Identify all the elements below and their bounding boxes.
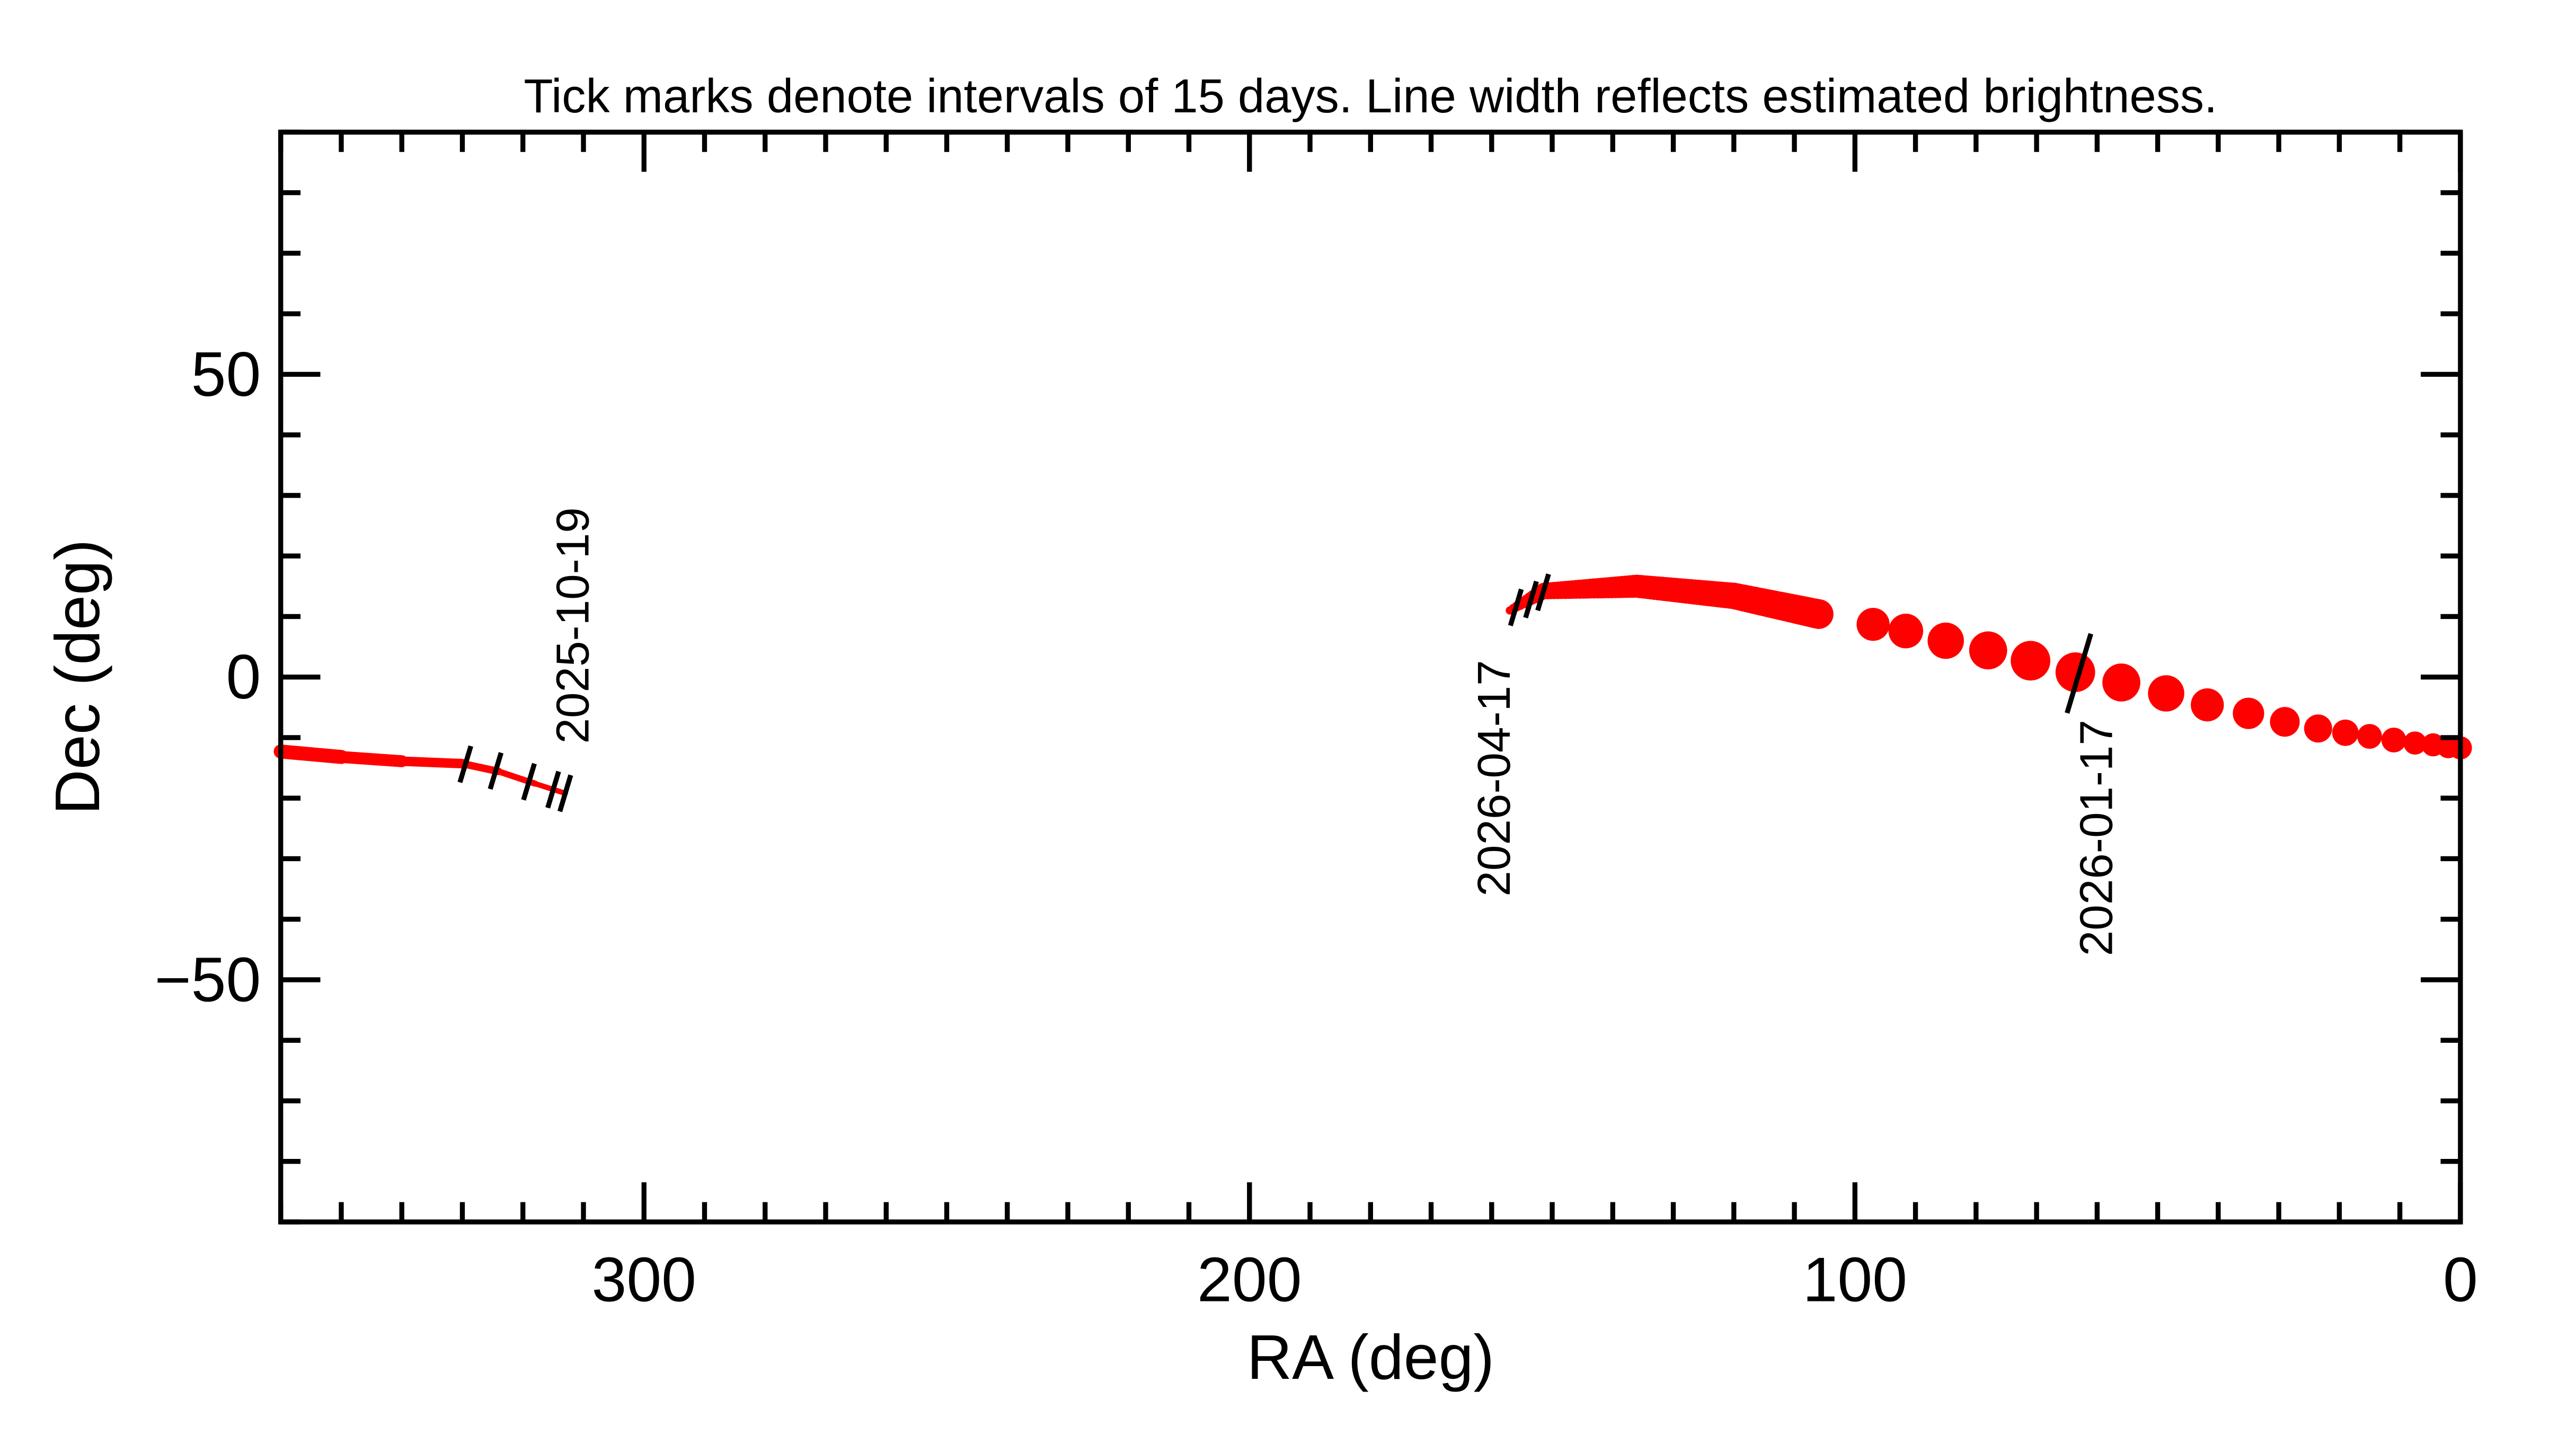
date-tick [2065,633,2093,714]
track-marks: 2025-10-19 2026-04-17 2026-01-17 [273,507,2472,956]
chart-title: Tick marks denote intervals of 15 days. … [524,69,2217,123]
x-tick-label: 300 [591,1245,696,1315]
track-segment [532,781,568,796]
track-point [2148,675,2184,712]
track-point [2011,641,2051,681]
track-point [2304,714,2332,743]
track-point [2233,697,2264,729]
date-tick [521,763,537,801]
date-label: 2026-01-17 [2070,720,2122,956]
track-point [1969,631,2007,670]
track-point [1927,622,1964,659]
track-point [2191,688,2224,722]
track-point [2332,719,2359,746]
date-tick [557,774,573,812]
track-point [2270,707,2300,737]
y-tick-label: 0 [226,642,261,712]
date-tick [457,745,473,783]
date-tick [1523,580,1539,619]
track-segment [335,751,408,767]
track-point [1856,608,1890,641]
track-point [2357,724,2382,749]
plot-frame [278,129,2463,1225]
track-point [1888,614,1924,649]
track-point [2403,731,2427,755]
date-tick [1535,573,1551,612]
x-axis-label: RA (deg) [1247,1323,1494,1393]
track-point [1803,599,1834,629]
track-segment [458,760,503,775]
track-point [2055,652,2095,692]
date-tick [545,770,561,809]
date-label: 2025-10-19 [547,507,598,743]
y-axis-label: Dec (deg) [43,539,113,815]
track-segment [273,744,349,764]
track-point [2381,728,2406,752]
track-segment [397,756,467,768]
y-tick-label: 50 [191,340,261,410]
x-tick-label: 200 [1197,1245,1302,1315]
y-tick-label: −50 [155,945,261,1015]
date-tick [1508,588,1524,626]
date-label: 2026-04-17 [1468,660,1520,896]
x-tick-label: 100 [1803,1245,1908,1315]
track-point [2102,663,2140,702]
axes: 300 200 100 0 −50 0 50 [155,129,2478,1315]
date-tick [488,752,504,790]
x-tick-label: 0 [2443,1245,2478,1315]
